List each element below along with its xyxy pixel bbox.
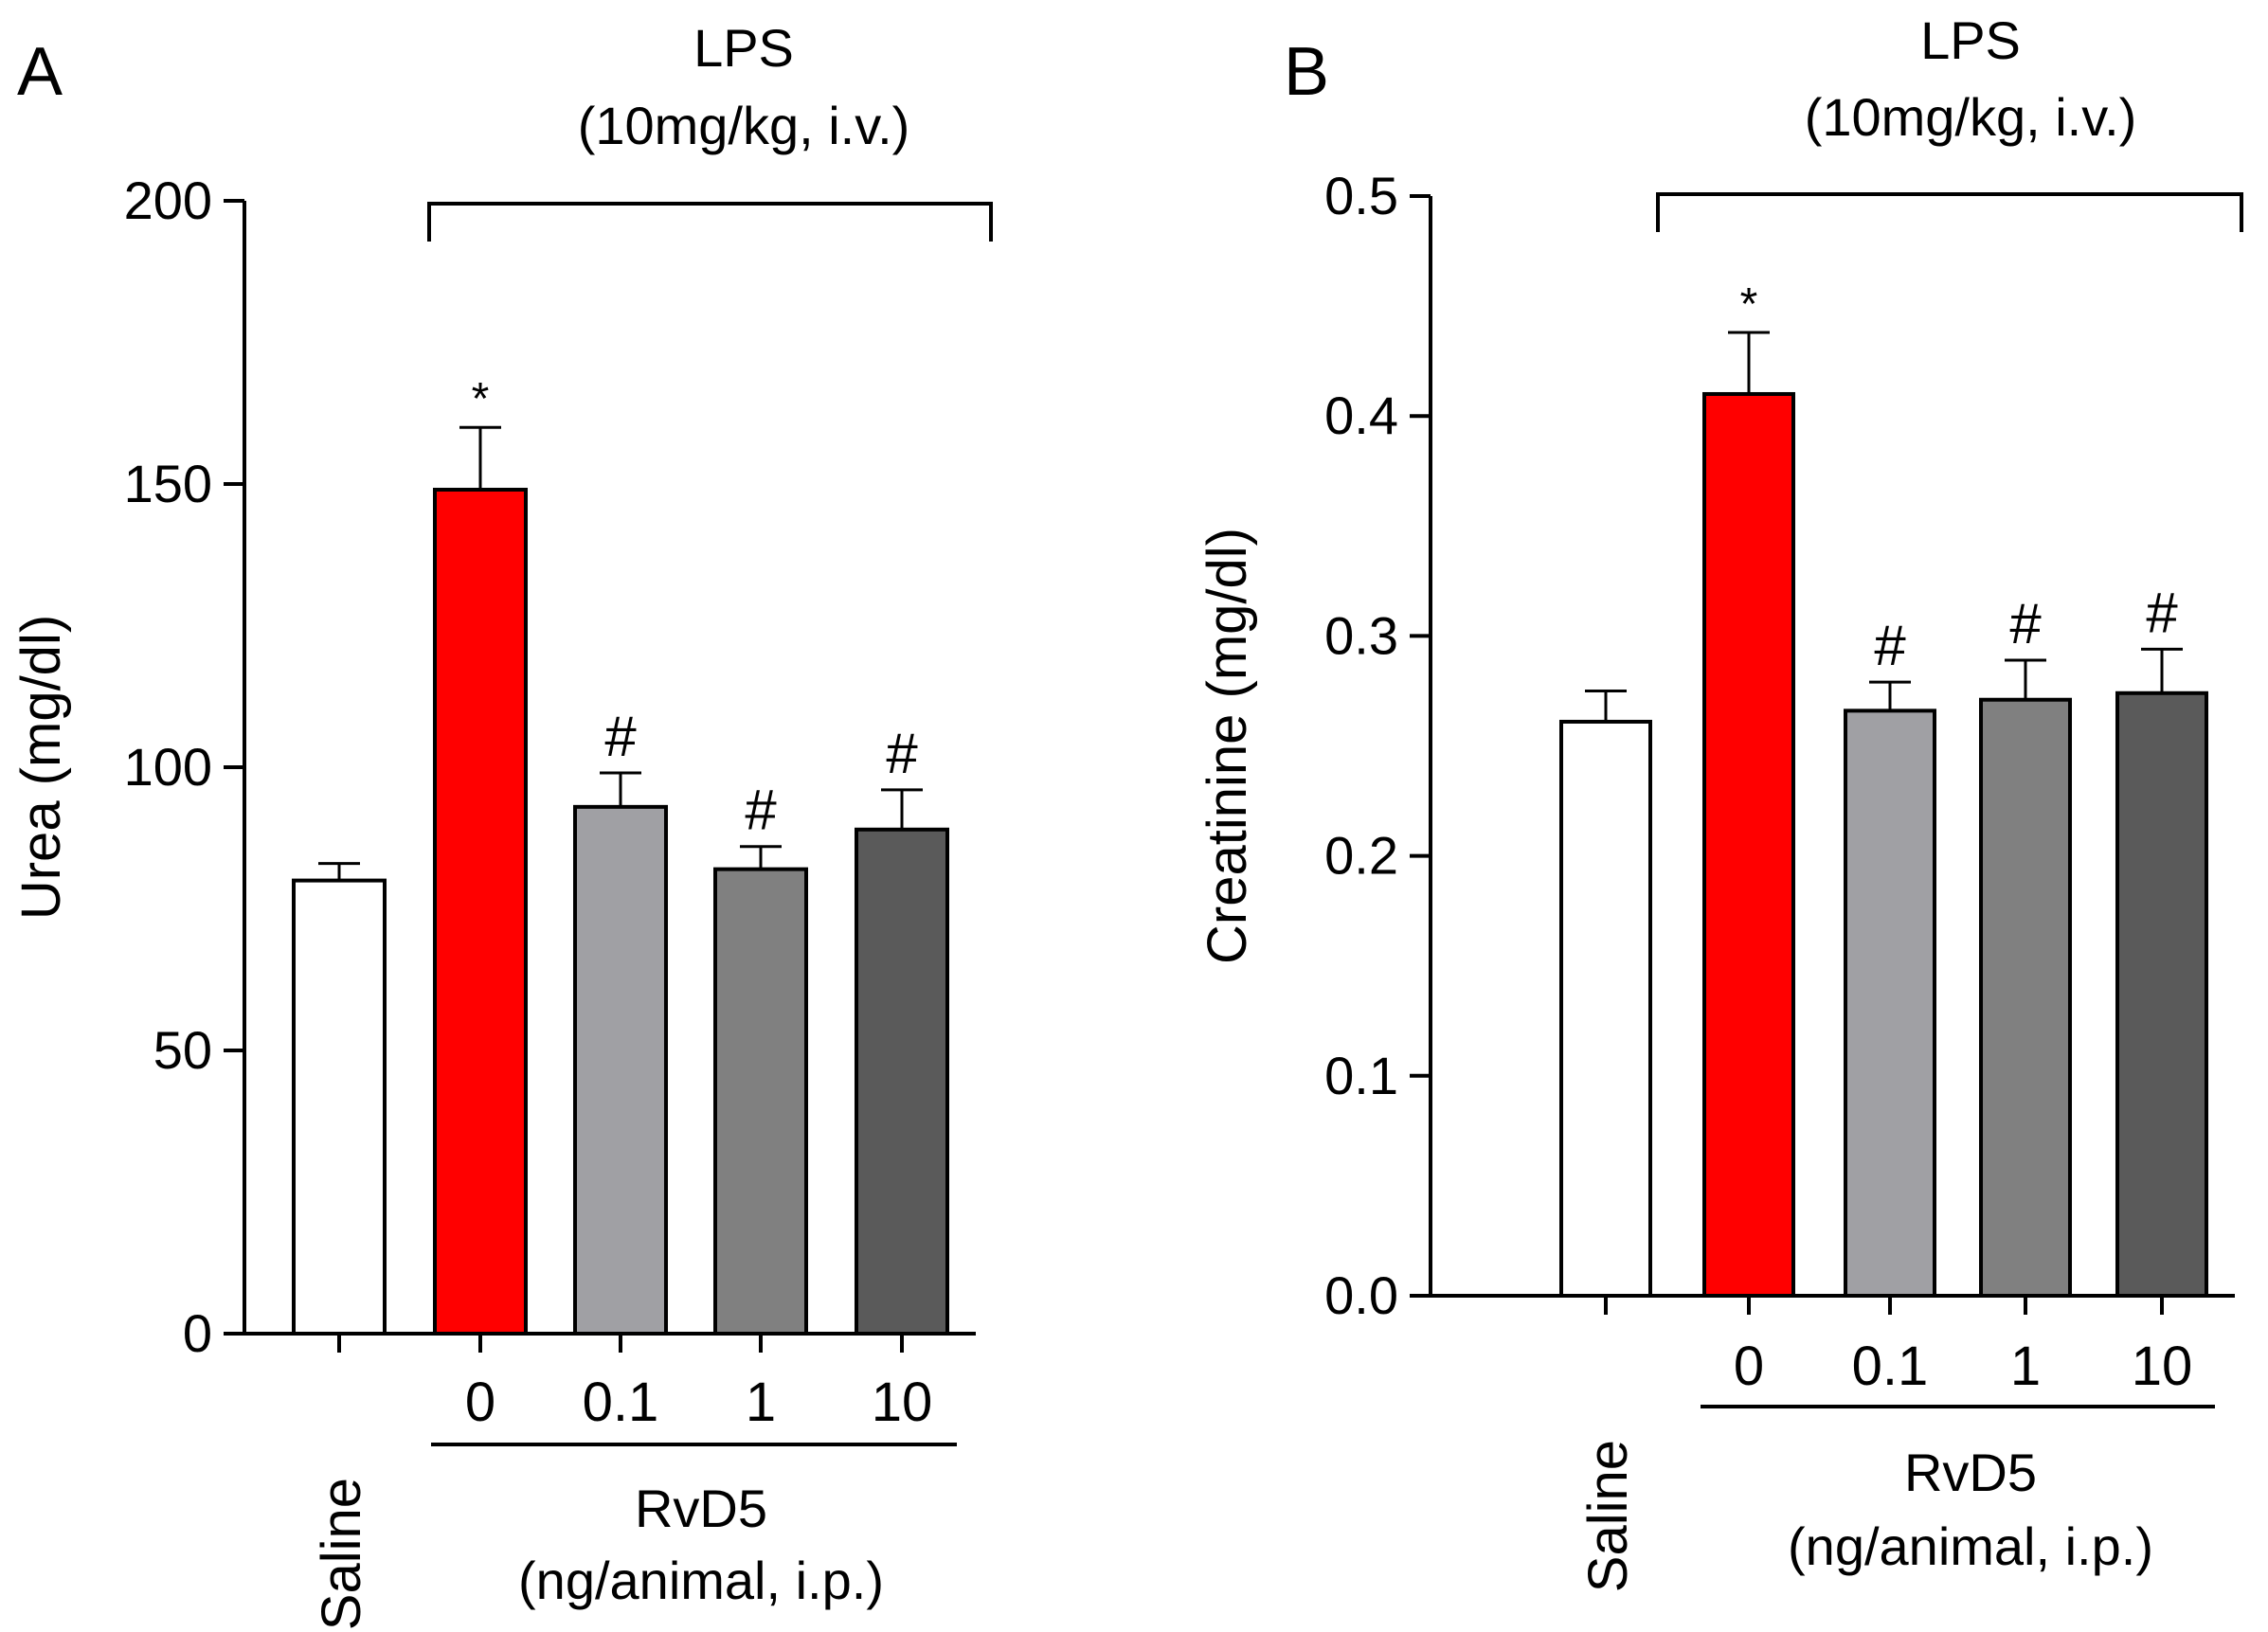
panel-label: B bbox=[1284, 34, 1329, 110]
bar-0 bbox=[292, 878, 387, 1336]
bar-3 bbox=[1979, 697, 2072, 1298]
x-tick-label: 0 bbox=[465, 1372, 495, 1433]
bar-4 bbox=[855, 827, 949, 1336]
significance-mark: # bbox=[1874, 614, 1906, 677]
lps-label: LPS bbox=[693, 18, 794, 78]
x-tick-label: 10 bbox=[2132, 1336, 2193, 1397]
lps-dose-label: (10mg/kg, i.v.) bbox=[578, 96, 910, 155]
rvd5-label: RvD5 bbox=[1904, 1443, 2037, 1502]
significance-mark: * bbox=[1740, 279, 1758, 330]
bar-0 bbox=[1559, 719, 1652, 1298]
bar-4 bbox=[2115, 690, 2208, 1298]
bar-2 bbox=[1844, 708, 1936, 1298]
lps-dose-label: (10mg/kg, i.v.) bbox=[1805, 87, 2137, 147]
bar-2 bbox=[573, 804, 668, 1336]
rvd5-dose-label: (ng/animal, i.p.) bbox=[518, 1551, 884, 1610]
y-tick-label: 150 bbox=[124, 454, 212, 513]
significance-mark: # bbox=[604, 705, 637, 768]
x-tick-label: 1 bbox=[2010, 1336, 2041, 1397]
y-tick-label: 0.3 bbox=[1324, 605, 1398, 665]
significance-mark: * bbox=[472, 374, 490, 424]
y-tick-label: 0.4 bbox=[1324, 386, 1398, 445]
bar-3 bbox=[713, 867, 808, 1336]
x-tick-label: 0.1 bbox=[583, 1372, 659, 1433]
bar-1 bbox=[1702, 391, 1795, 1299]
lps-bracket bbox=[1656, 192, 2243, 232]
y-tick-label: 0 bbox=[183, 1303, 212, 1363]
significance-mark: # bbox=[886, 722, 918, 785]
rvd5-label: RvD5 bbox=[635, 1479, 767, 1538]
y-tick-label: 0.0 bbox=[1324, 1265, 1398, 1325]
x-tick-label-saline: Saline bbox=[1577, 1440, 1639, 1592]
y-tick-label: 200 bbox=[124, 170, 212, 230]
significance-mark: # bbox=[2009, 592, 2042, 655]
bar-1 bbox=[433, 487, 528, 1336]
x-tick-label-saline: Saline bbox=[311, 1478, 372, 1630]
y-tick-label: 0.5 bbox=[1324, 166, 1398, 225]
rvd5-dose-label: (ng/animal, i.p.) bbox=[1788, 1516, 2153, 1576]
panel-b: B 0.0 0.1 0.2 0.3 0.4 0.5 Creatinine (mg/dl) Sal… bbox=[1197, 10, 2243, 1592]
lps-bracket bbox=[427, 202, 993, 242]
significance-mark: # bbox=[745, 779, 777, 842]
panel-a: A 0 50 100 150 200 Urea (mg/dl) Saline * 0 #0.1 #1 #… bbox=[10, 18, 993, 1630]
y-axis-title: Creatinine (mg/dl) bbox=[1197, 528, 1258, 964]
y-tick-label: 50 bbox=[153, 1020, 212, 1080]
significance-mark: # bbox=[2146, 581, 2178, 644]
x-tick-label: 0.1 bbox=[1852, 1336, 1929, 1397]
y-tick-label: 0.2 bbox=[1324, 826, 1398, 886]
x-tick-label: 0 bbox=[1734, 1336, 1764, 1397]
y-axis-title: Urea (mg/dl) bbox=[10, 615, 72, 920]
x-tick-label: 10 bbox=[872, 1372, 933, 1433]
panel-label: A bbox=[17, 34, 63, 110]
x-tick-label: 1 bbox=[746, 1372, 776, 1433]
lps-label: LPS bbox=[1920, 10, 2021, 70]
y-tick-label: 100 bbox=[124, 737, 212, 797]
y-tick-label: 0.1 bbox=[1324, 1046, 1398, 1105]
